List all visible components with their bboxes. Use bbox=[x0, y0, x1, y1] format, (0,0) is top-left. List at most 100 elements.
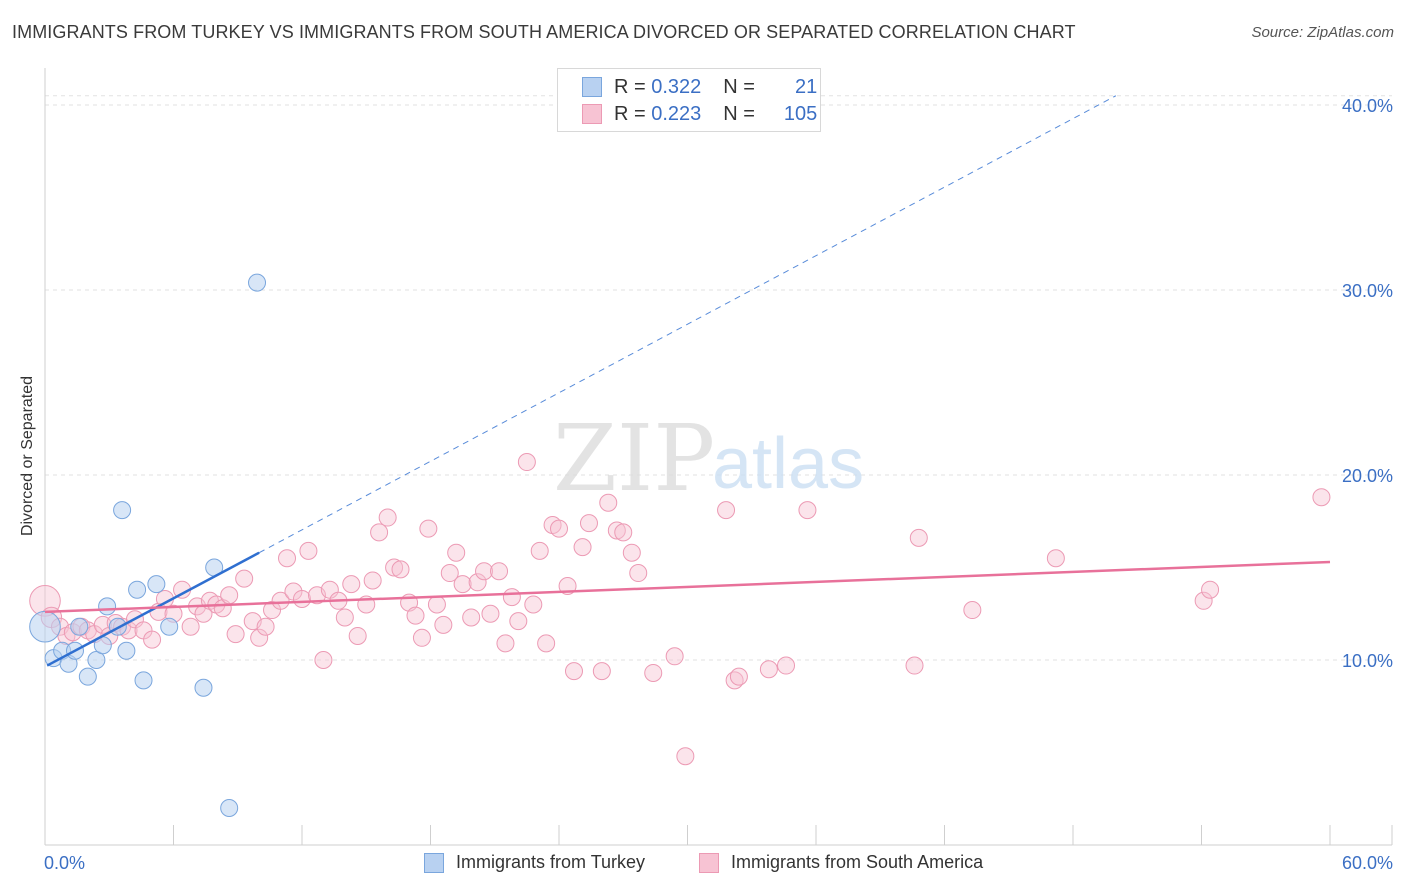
data-point-turkey bbox=[128, 580, 147, 599]
tick-labels: 10.0% 20.0% 30.0% 40.0% 0.0% 60.0% bbox=[44, 96, 1393, 873]
data-point-south-america bbox=[256, 617, 275, 636]
legend-swatch-south-america bbox=[582, 104, 602, 124]
data-point-south-america bbox=[342, 575, 361, 594]
data-point-south-america bbox=[599, 493, 618, 512]
legend-r-value-turkey: 0.322 bbox=[651, 75, 702, 98]
legend-n-value-south-america: 105 bbox=[783, 102, 818, 125]
data-point-turkey bbox=[98, 597, 117, 616]
legend-n-value-turkey: 21 bbox=[795, 75, 818, 98]
bottom-legend-south-america[interactable]: Immigrants from South America bbox=[699, 852, 983, 873]
legend-r-label-turkey: R = bbox=[614, 75, 652, 98]
y-tick-label: 30.0% bbox=[1342, 281, 1393, 301]
data-point-south-america bbox=[1194, 591, 1213, 610]
x-tick-label: 60.0% bbox=[1342, 853, 1393, 873]
data-point-south-america bbox=[717, 501, 736, 520]
data-point-south-america bbox=[564, 662, 583, 681]
data-point-south-america bbox=[481, 604, 500, 623]
data-point-turkey bbox=[70, 617, 89, 636]
data-point-south-america bbox=[293, 589, 311, 608]
data-point-south-america bbox=[573, 538, 592, 557]
trend-line-south-america bbox=[44, 560, 1331, 614]
data-point-south-america bbox=[299, 541, 318, 560]
data-point-south-america bbox=[363, 571, 382, 590]
data-point-south-america bbox=[462, 608, 481, 627]
data-point-south-america bbox=[550, 519, 568, 538]
data-point-south-america bbox=[348, 626, 367, 645]
data-point-south-america bbox=[905, 656, 924, 675]
data-point-south-america bbox=[335, 608, 354, 627]
legend-row-south-america: R = 0.223 N = 105 bbox=[582, 102, 817, 126]
trend-lines bbox=[44, 95, 1331, 667]
data-point-south-america bbox=[614, 523, 633, 542]
data-point-south-america bbox=[517, 453, 536, 472]
trend-line-turkey-extension bbox=[258, 95, 1117, 554]
data-point-south-america bbox=[475, 562, 494, 581]
data-point-turkey bbox=[220, 799, 239, 817]
data-point-south-america bbox=[592, 662, 611, 681]
data-point-south-america bbox=[427, 595, 446, 614]
legend-n-label-south-america: N = bbox=[723, 102, 761, 125]
data-point-south-america bbox=[220, 586, 239, 605]
bottom-legend-turkey[interactable]: Immigrants from Turkey bbox=[424, 852, 645, 873]
data-point-south-america bbox=[665, 647, 684, 666]
chart-title: IMMIGRANTS FROM TURKEY VS IMMIGRANTS FRO… bbox=[12, 22, 1076, 42]
data-point-south-america bbox=[419, 519, 438, 538]
data-point-south-america bbox=[509, 612, 528, 631]
data-point-south-america bbox=[406, 606, 425, 625]
data-point-south-america bbox=[468, 573, 487, 592]
bottom-legend-swatch-south-america bbox=[699, 852, 719, 873]
data-point-south-america bbox=[1201, 580, 1220, 599]
data-point-south-america bbox=[1046, 549, 1065, 568]
y-tick-label: 40.0% bbox=[1342, 96, 1393, 116]
axes bbox=[44, 68, 1393, 846]
data-point-turkey bbox=[160, 617, 179, 636]
data-point-south-america bbox=[226, 625, 245, 644]
legend-r-value-south-america: 0.223 bbox=[651, 102, 702, 125]
y-tick-label: 10.0% bbox=[1342, 651, 1393, 671]
data-point-turkey bbox=[134, 671, 153, 690]
data-point-south-america bbox=[759, 660, 778, 679]
data-point-south-america bbox=[607, 521, 626, 540]
data-point-south-america bbox=[278, 549, 297, 568]
bottom-legend-label-south-america: Immigrants from South America bbox=[731, 852, 984, 872]
legend-n-label-turkey: N = bbox=[723, 75, 761, 98]
bottom-legend-swatch-turkey bbox=[424, 852, 444, 873]
data-point-south-america bbox=[1312, 488, 1331, 507]
data-point-south-america bbox=[676, 747, 695, 766]
data-point-south-america bbox=[524, 595, 543, 614]
data-point-south-america bbox=[385, 558, 404, 577]
data-point-south-america bbox=[271, 591, 290, 610]
bottom-legend: Immigrants from Turkey Immigrants from S… bbox=[0, 852, 1406, 878]
data-point-turkey bbox=[147, 575, 166, 594]
data-point-south-america bbox=[447, 543, 466, 562]
data-point-south-america bbox=[314, 651, 333, 669]
series-south-america bbox=[29, 453, 1331, 766]
data-point-south-america bbox=[370, 523, 389, 542]
watermark: ZIP atlas bbox=[553, 405, 864, 512]
data-point-south-america bbox=[909, 528, 928, 547]
data-point-south-america bbox=[963, 601, 982, 620]
data-point-south-america bbox=[629, 564, 648, 583]
data-point-south-america bbox=[530, 541, 549, 560]
data-point-south-america bbox=[434, 615, 453, 634]
data-point-south-america bbox=[798, 501, 817, 520]
series-turkey bbox=[29, 273, 267, 817]
trend-line-turkey bbox=[46, 551, 260, 667]
data-point-south-america bbox=[453, 575, 472, 594]
data-point-south-america bbox=[644, 663, 663, 682]
data-point-south-america bbox=[378, 508, 397, 527]
data-point-south-america bbox=[777, 656, 796, 675]
watermark-atlas: atlas bbox=[712, 424, 864, 504]
data-point-turkey bbox=[117, 641, 136, 660]
legend-swatch-turkey bbox=[582, 77, 602, 97]
bottom-legend-label-turkey: Immigrants from Turkey bbox=[456, 852, 646, 872]
watermark-zip: ZIP bbox=[553, 405, 715, 512]
data-point-south-america bbox=[729, 667, 748, 686]
data-point-south-america bbox=[496, 634, 515, 653]
data-point-turkey bbox=[29, 610, 61, 643]
legend-box: R = 0.322 N = 21 R = 0.223 N = 105 bbox=[557, 68, 821, 132]
data-point-turkey bbox=[194, 678, 213, 697]
data-point-south-america bbox=[579, 514, 598, 533]
data-point-turkey bbox=[113, 501, 132, 520]
